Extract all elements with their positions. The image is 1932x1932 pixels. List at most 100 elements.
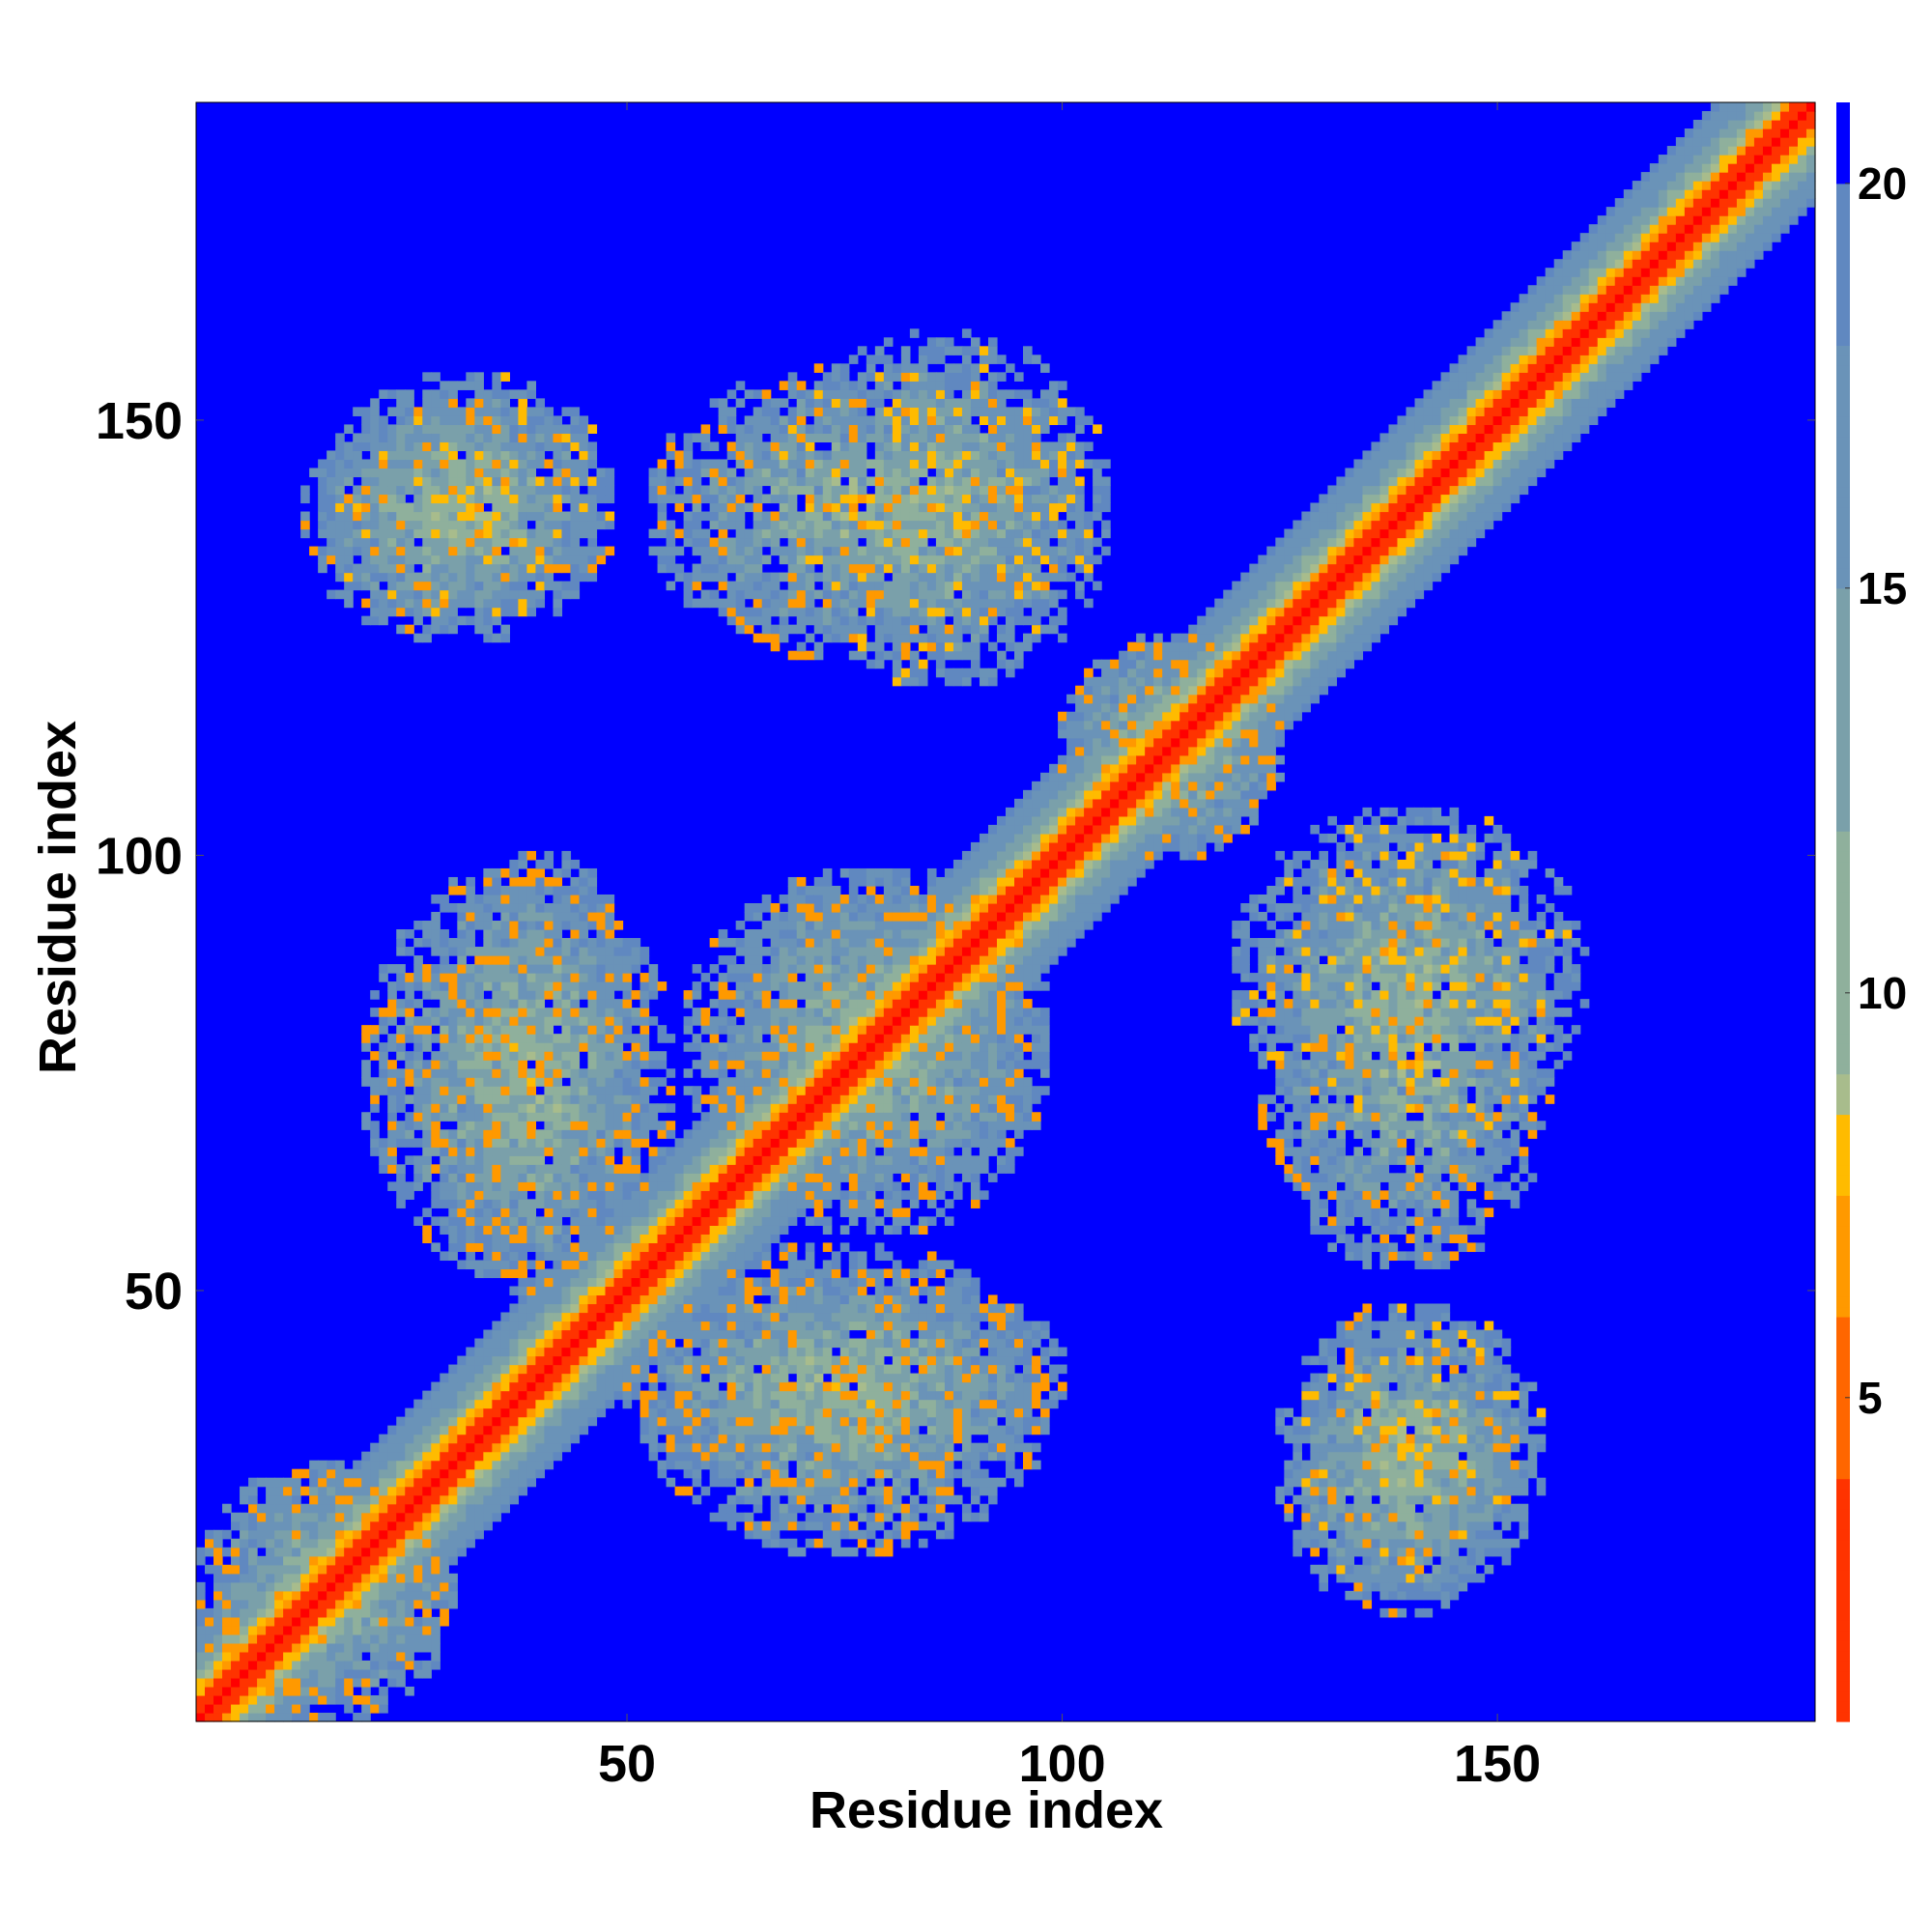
heatmap-cell (561, 955, 572, 965)
heatmap-cell (483, 607, 493, 617)
heatmap-cell (831, 1399, 841, 1409)
heatmap-cell (648, 1051, 659, 1061)
heatmap-cell (492, 607, 501, 617)
heatmap-cell (474, 1173, 484, 1182)
heatmap-cell (692, 1147, 702, 1156)
heatmap-cell (466, 1399, 475, 1409)
heatmap-cell (474, 554, 484, 565)
heatmap-cell (544, 1181, 554, 1191)
heatmap-cell (292, 1573, 301, 1583)
heatmap-cell (753, 1042, 763, 1052)
heatmap-cell (544, 902, 554, 913)
heatmap-cell (587, 1008, 598, 1017)
heatmap-cell (683, 1155, 694, 1165)
heatmap-cell (779, 433, 789, 443)
heatmap-cell (492, 1034, 501, 1043)
heatmap-cell (422, 389, 432, 399)
heatmap-cell (753, 1138, 763, 1148)
heatmap-cell (709, 1399, 720, 1409)
heatmap-cell (526, 921, 537, 930)
heatmap-cell (709, 1321, 720, 1331)
heatmap-cell (370, 554, 380, 565)
heatmap-cell (292, 1634, 301, 1644)
heatmap-cell (309, 546, 319, 556)
heatmap-cell (266, 1581, 275, 1592)
heatmap-cell (570, 999, 581, 1009)
heatmap-cell (518, 850, 528, 861)
heatmap-cell (466, 1216, 475, 1226)
heatmap-cell (466, 1373, 475, 1383)
heatmap-cell (474, 494, 484, 504)
heatmap-cell (787, 372, 798, 382)
heatmap-cell (344, 537, 354, 548)
heatmap-cell (309, 1468, 319, 1479)
heatmap-cell (283, 1660, 293, 1670)
heatmap-cell (379, 1486, 388, 1496)
heatmap-cell (648, 973, 659, 982)
heatmap-cell (413, 999, 423, 1009)
heatmap-cell (570, 947, 581, 956)
heatmap-cell (674, 1234, 685, 1244)
heatmap-cell (692, 1164, 702, 1174)
heatmap-cell (796, 1042, 807, 1052)
heatmap-cell (735, 990, 746, 1000)
heatmap-cell (483, 1051, 493, 1061)
heatmap-cell (213, 1573, 223, 1583)
heatmap-cell (813, 947, 824, 956)
heatmap-cell (361, 511, 371, 522)
heatmap-cell (605, 1312, 615, 1322)
heatmap-cell (753, 1260, 763, 1270)
heatmap-cell (526, 1016, 537, 1026)
heatmap-cell (387, 1181, 397, 1191)
heatmap-cell (474, 1068, 484, 1078)
heatmap-cell (370, 1616, 380, 1627)
heatmap-cell (222, 1599, 232, 1609)
heatmap-cell (683, 581, 694, 591)
heatmap-cell (718, 1303, 728, 1314)
heatmap-cell (309, 1538, 319, 1548)
heatmap-cell (631, 1321, 641, 1331)
heatmap-cell (431, 1573, 440, 1583)
heatmap-cell (535, 894, 546, 904)
heatmap-cell (779, 1425, 789, 1435)
heatmap-cell (683, 1416, 694, 1427)
heatmap-cell (587, 1199, 598, 1208)
heatmap-cell (744, 1294, 754, 1305)
heatmap-cell (587, 955, 598, 965)
heatmap-cell (570, 1155, 581, 1165)
heatmap-cell (448, 938, 458, 948)
heatmap-cell (526, 468, 537, 478)
heatmap-cell (231, 1703, 241, 1714)
heatmap-cell (387, 494, 397, 504)
heatmap-cell (779, 1347, 789, 1357)
heatmap-cell (657, 1442, 668, 1453)
heatmap-cell (796, 885, 807, 895)
heatmap-cell (735, 1294, 746, 1305)
heatmap-cell (579, 1016, 589, 1026)
heatmap-cell (666, 476, 676, 487)
heatmap-cell (466, 502, 475, 513)
heatmap-cell (274, 1651, 284, 1662)
heatmap-cell (709, 1129, 720, 1139)
heatmap-cell (692, 1399, 702, 1409)
heatmap-cell (674, 1486, 685, 1496)
heatmap-cell (431, 1660, 440, 1670)
heatmap-cell (805, 1060, 815, 1069)
heatmap-cell (692, 528, 702, 539)
heatmap-cell (413, 407, 423, 416)
heatmap-cell (796, 1164, 807, 1174)
heatmap-cell (744, 1086, 754, 1095)
heatmap-cell (613, 1329, 624, 1340)
heatmap-cell (796, 398, 807, 408)
heatmap-cell (457, 1181, 467, 1191)
heatmap-cell (831, 1321, 841, 1331)
heatmap-cell (422, 433, 432, 443)
heatmap-cell (500, 389, 510, 399)
heatmap-cell (422, 1173, 432, 1182)
heatmap-cell (674, 1216, 685, 1226)
heatmap-cell (526, 494, 537, 504)
heatmap-cell (735, 1025, 746, 1035)
heatmap-cell (222, 1503, 232, 1514)
heatmap-cell (692, 1416, 702, 1427)
heatmap-cell (726, 468, 737, 478)
